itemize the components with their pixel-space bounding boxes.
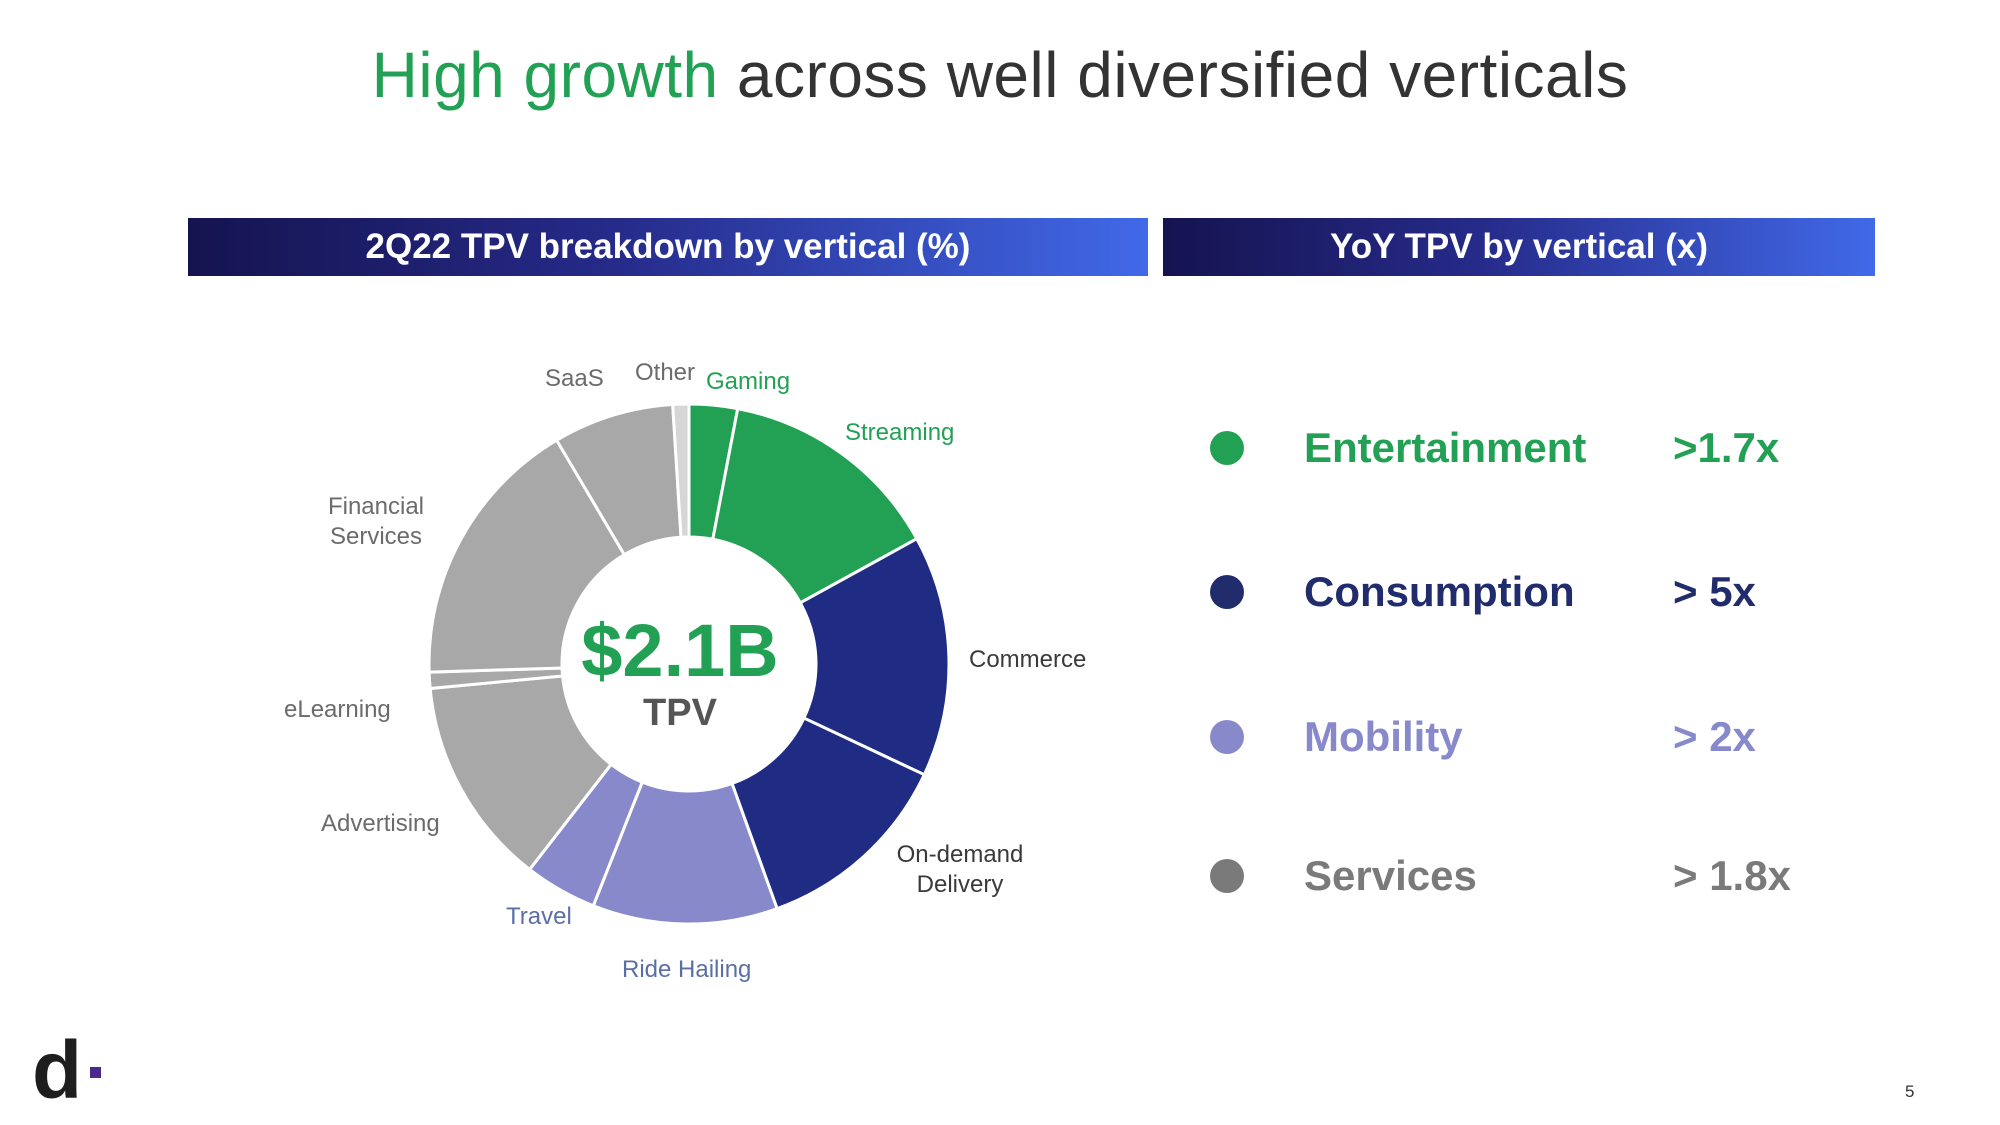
slice-label-on-demand-delivery: On-demand Delivery: [896, 841, 1024, 898]
slice-label-financial-services: Financial Services: [327, 493, 425, 550]
slice-label-ride-hailing: Ride Hailing: [622, 956, 752, 983]
legend-growth: > 2x: [1673, 713, 1756, 760]
legend-row-consumption: Consumption > 5x: [1210, 562, 1850, 622]
consumption-dot-icon: [1210, 575, 1244, 609]
logo-square-icon: [90, 1067, 102, 1078]
legend-name: Entertainment: [1304, 424, 1587, 471]
legend-growth: >1.7x: [1673, 424, 1780, 471]
legend-name: Consumption: [1304, 568, 1575, 615]
legend-name: Mobility: [1304, 713, 1463, 760]
slice-label-gaming: Gaming: [706, 368, 791, 395]
tpv-breakdown-header: 2Q22 TPV breakdown by vertical (%): [188, 218, 1148, 276]
legend-row-entertainment: Entertainment >1.7x: [1210, 418, 1850, 478]
legend-row-services: Services > 1.8x: [1210, 846, 1850, 906]
slice-label-commerce: Commerce: [969, 646, 1087, 673]
services-dot-icon: [1210, 859, 1244, 893]
slice-label-travel: Travel: [506, 903, 572, 930]
mobility-dot-icon: [1210, 720, 1244, 754]
yoy-tpv-header: YoY TPV by vertical (x): [1163, 218, 1875, 276]
slice-label-advertising: Advertising: [321, 810, 440, 837]
slice-on-demand-delivery: [730, 716, 927, 911]
entertainment-dot-icon: [1210, 431, 1244, 465]
title-rest: across well diversified verticals: [718, 39, 1629, 111]
legend-growth: > 5x: [1673, 568, 1756, 615]
slice-streaming: [711, 406, 919, 605]
legend-growth: > 1.8x: [1673, 852, 1791, 899]
slice-label-elearning: eLearning: [284, 696, 391, 723]
slice-other: [671, 402, 691, 539]
page-title: High growth across well diversified vert…: [0, 38, 2000, 112]
slice-label-saas: SaaS: [545, 365, 604, 392]
donut-center-label: TPV: [643, 692, 717, 734]
donut-center-value: $2.1B: [581, 609, 779, 692]
legend-name: Services: [1304, 852, 1477, 899]
title-highlight: High growth: [371, 39, 719, 111]
slice-financial-services: [427, 438, 627, 674]
page-number: 5: [1905, 1082, 1915, 1101]
legend-row-mobility: Mobility > 2x: [1210, 707, 1850, 767]
slice-label-streaming: Streaming: [845, 419, 955, 446]
company-logo: d: [32, 1030, 102, 1112]
slice-commerce: [798, 536, 951, 777]
slice-label-other: Other: [635, 359, 696, 386]
